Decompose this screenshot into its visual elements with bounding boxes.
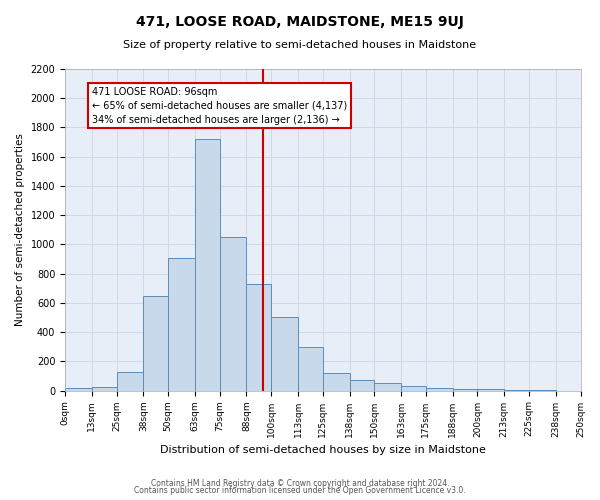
Bar bbox=[195, 139, 220, 390]
Bar bbox=[65, 388, 92, 390]
Bar bbox=[220, 237, 247, 390]
Bar bbox=[298, 346, 323, 391]
Bar bbox=[116, 372, 143, 390]
X-axis label: Distribution of semi-detached houses by size in Maidstone: Distribution of semi-detached houses by … bbox=[160, 445, 486, 455]
Bar bbox=[271, 318, 298, 390]
Bar bbox=[401, 386, 426, 390]
Bar bbox=[92, 387, 116, 390]
Bar bbox=[247, 284, 271, 391]
Bar bbox=[168, 258, 195, 390]
Bar bbox=[143, 296, 168, 390]
Text: 471, LOOSE ROAD, MAIDSTONE, ME15 9UJ: 471, LOOSE ROAD, MAIDSTONE, ME15 9UJ bbox=[136, 15, 464, 29]
Bar bbox=[323, 373, 350, 390]
Bar bbox=[350, 380, 374, 390]
Text: Contains public sector information licensed under the Open Government Licence v3: Contains public sector information licen… bbox=[134, 486, 466, 495]
Text: Size of property relative to semi-detached houses in Maidstone: Size of property relative to semi-detach… bbox=[124, 40, 476, 50]
Bar bbox=[426, 388, 452, 390]
Bar bbox=[478, 389, 504, 390]
Bar bbox=[452, 389, 478, 390]
Text: Contains HM Land Registry data © Crown copyright and database right 2024.: Contains HM Land Registry data © Crown c… bbox=[151, 478, 449, 488]
Text: 471 LOOSE ROAD: 96sqm
← 65% of semi-detached houses are smaller (4,137)
34% of s: 471 LOOSE ROAD: 96sqm ← 65% of semi-deta… bbox=[92, 86, 347, 124]
Bar bbox=[374, 382, 401, 390]
Y-axis label: Number of semi-detached properties: Number of semi-detached properties bbox=[15, 134, 25, 326]
